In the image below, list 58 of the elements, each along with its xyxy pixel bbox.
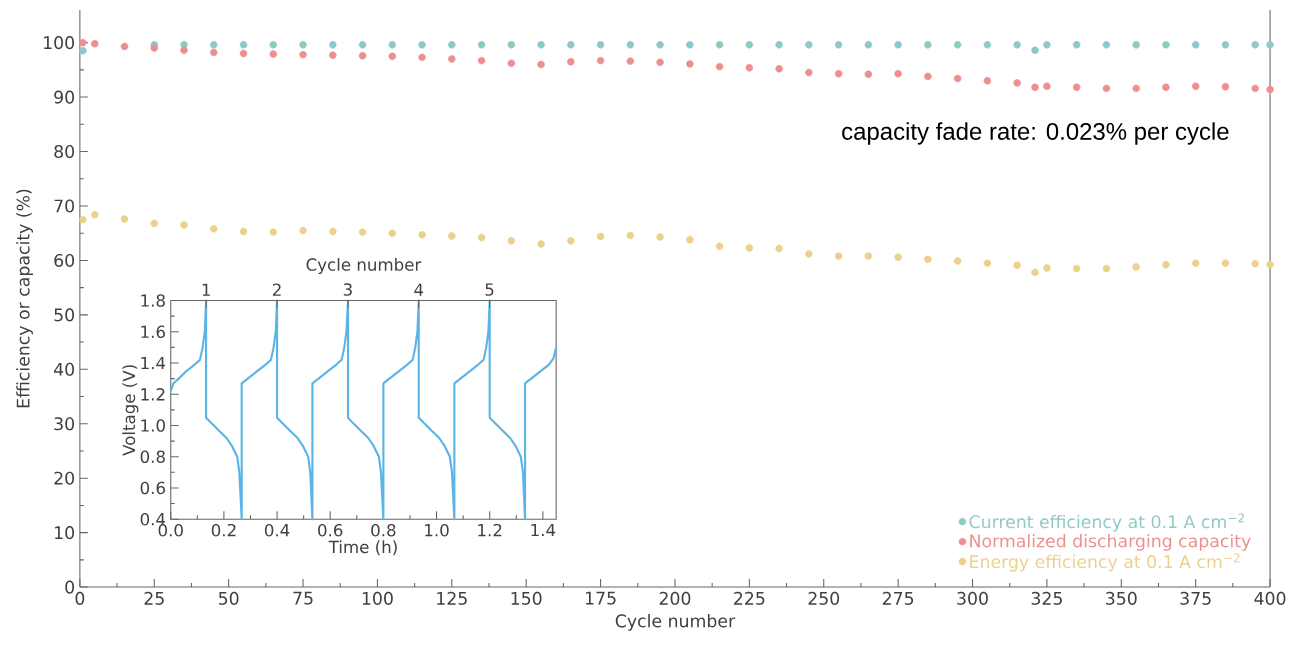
x2-tick-label: 1 [202,283,210,296]
x-tick-label: 25 [144,591,164,605]
x-tick-label: 100 [362,591,393,605]
x-tick-label: 1.4 [531,523,556,537]
y-tick-label: 1.2 [141,388,165,401]
x-tick-label: 175 [585,591,616,605]
x2-tick-label: 2 [272,283,281,296]
x-tick-label: 250 [808,591,840,605]
y-tick-label: 50 [54,308,75,322]
x2-tick-label: 3 [343,283,352,296]
x-tick-label: 325 [1031,591,1062,605]
y-tick-label: 1.0 [141,419,165,432]
y-tick-label: 10 [55,526,75,540]
y-tick-label: 30 [54,417,75,431]
y-tick-label: 20 [54,471,75,485]
y-axis-title: Efficiency or capacity (%) [16,189,33,408]
x-tick-label: 150 [511,591,542,605]
x-tick-label: 225 [734,591,765,605]
y-tick-label: 100 [44,36,75,50]
y-tick-label: 0.4 [140,512,166,526]
x-tick-label: 0.6 [318,523,343,537]
x2-tick-label: 5 [485,283,494,296]
y-tick-label: 1.8 [141,294,165,307]
y-tick-label: 70 [54,199,75,213]
x2-axis-title: Cycle number [306,257,422,275]
x-axis-title: Cycle number [615,614,736,631]
x-tick-label: 275 [882,591,914,605]
x-tick-label: 400 [1254,591,1286,605]
x-tick-label: 0.8 [371,523,396,537]
x-tick-label: 0.2 [211,523,236,537]
legend-label: Current efficiency at 0.1 A cm$^{−2}$ [969,513,1244,532]
x-tick-label: 200 [659,591,691,605]
x-tick-label: 300 [957,591,988,605]
x-tick-label: 0.4 [264,523,290,537]
x-tick-label: 0.0 [158,523,183,537]
x-tick-label: 125 [437,591,467,605]
legend-label: Normalized discharging capacity [970,534,1251,551]
y-tick-label: 0.6 [140,481,165,495]
x-tick-label: 375 [1180,591,1211,605]
y-tick-label: 1.4 [141,356,166,370]
y-tick-label: 80 [54,144,75,159]
x-tick-label: 1.2 [478,523,502,537]
y-axis-title: Voltage (V) [122,365,139,456]
y-tick-label: 0 [65,580,75,594]
x-tick-label: 350 [1106,591,1137,605]
legend-label: Energy efficiency at 0.1 A cm$^{−2}$ [970,553,1240,572]
x-tick-label: 0 [75,591,85,605]
x-tick-label: 1.0 [425,523,449,537]
y-tick-label: 0.8 [140,450,165,464]
annotation: capacity fade rate: 0.023% per cycle [842,122,1229,145]
y-tick-label: 90 [54,90,75,104]
x-axis-title: Time (h) [328,540,397,556]
x2-tick-label: 4 [414,283,424,296]
y-tick-label: 60 [54,253,75,267]
y-tick-label: 40 [53,362,75,376]
x-tick-label: 75 [293,591,313,605]
y-tick-label: 1.6 [141,325,165,339]
x-tick-label: 50 [218,591,239,605]
